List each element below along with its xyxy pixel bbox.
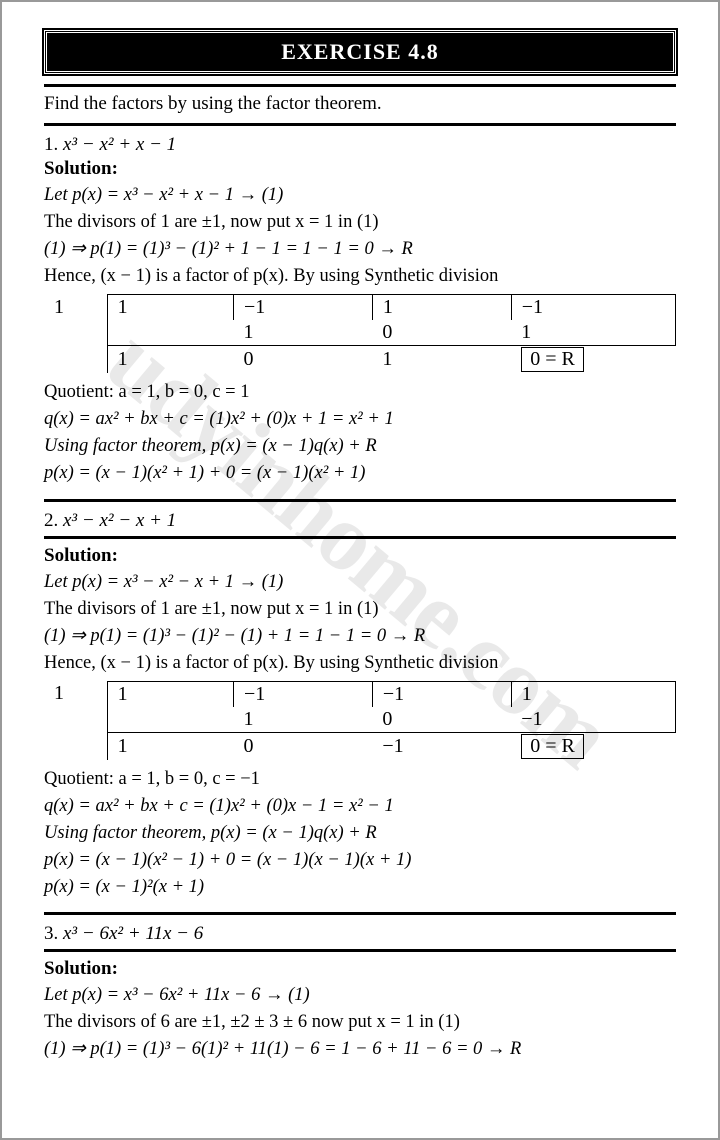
solution-line: p(x) = (x − 1)(x² − 1) + 0 = (x − 1)(x −… (44, 847, 676, 874)
rule (44, 123, 676, 126)
rule (44, 536, 676, 539)
rule (44, 949, 676, 952)
solution-line: Quotient: a = 1, b = 0, c = 1 (44, 379, 676, 406)
synth-result-box: 0 = R (521, 734, 584, 759)
synth-cell: −1 (233, 681, 372, 707)
synth-cell: 1 (107, 732, 233, 760)
synth-cell (107, 707, 233, 733)
synth-cell: 1 (372, 345, 511, 373)
synth-cell: −1 (372, 732, 511, 760)
synth-cell: −1 (233, 294, 372, 320)
solution-line: Hence, (x − 1) is a factor of p(x). By u… (44, 650, 676, 677)
solution-label: Solution: (44, 156, 676, 182)
problem-3-title: 3. x³ − 6x² + 11x − 6 (44, 919, 676, 945)
synth-cell: 1 (511, 681, 675, 707)
synth-root: 1 (44, 681, 107, 707)
synth-cell: 1 (233, 320, 372, 346)
synth-result-box: 0 = R (521, 347, 584, 372)
solution-line: The divisors of 1 are ±1, now put x = 1 … (44, 209, 676, 236)
synth-cell: 0 (372, 320, 511, 346)
synth-cell: 1 (372, 294, 511, 320)
synth-cell: 0 (372, 707, 511, 733)
synth-cell: −1 (511, 707, 675, 733)
rule (44, 912, 676, 915)
problem-number: 2. (44, 510, 58, 531)
synth-cell (107, 320, 233, 346)
synth-cell: 1 (107, 681, 233, 707)
rule (44, 84, 676, 87)
solution-line: (1) ⇒ p(1) = (1)³ − 6(1)² + 11(1) − 6 = … (44, 1036, 676, 1063)
synth-cell: 0 (233, 732, 372, 760)
problem-number: 1. (44, 134, 58, 155)
synth-cell: −1 (372, 681, 511, 707)
solution-label: Solution: (44, 543, 676, 569)
solution-line: The divisors of 1 are ±1, now put x = 1 … (44, 596, 676, 623)
solution-line: (1) ⇒ p(1) = (1)³ − (1)² + 1 − 1 = 1 − 1… (44, 236, 676, 263)
synth-root: 1 (44, 294, 107, 320)
problem-expression: x³ − x² + x − 1 (63, 134, 176, 155)
synth-result: 0 = R (511, 732, 675, 760)
solution-line: The divisors of 6 are ±1, ±2 ± 3 ± 6 now… (44, 1009, 676, 1036)
synth-cell: 0 (233, 345, 372, 373)
synth-cell: −1 (511, 294, 675, 320)
problem-expression: x³ − 6x² + 11x − 6 (63, 923, 203, 944)
solution-line: Using factor theorem, p(x) = (x − 1)q(x)… (44, 433, 676, 460)
instruction-text: Find the factors by using the factor the… (44, 91, 676, 119)
solution-line: Let p(x) = x³ − x² + x − 1 → (1) (44, 182, 676, 209)
solution-line: q(x) = ax² + bx + c = (1)x² + (0)x − 1 =… (44, 793, 676, 820)
synth-cell: 1 (107, 294, 233, 320)
synth-cell: 1 (233, 707, 372, 733)
solution-line: (1) ⇒ p(1) = (1)³ − (1)² − (1) + 1 = 1 −… (44, 623, 676, 650)
synth-cell: 1 (107, 345, 233, 373)
solution-line: Hence, (x − 1) is a factor of p(x). By u… (44, 263, 676, 290)
problem-1-title: 1. x³ − x² + x − 1 (44, 130, 676, 156)
problem-number: 3. (44, 923, 58, 944)
solution-line: p(x) = (x − 1)(x² + 1) + 0 = (x − 1)(x² … (44, 460, 676, 487)
synthetic-division-table: 1 1 −1 1 −1 1 0 1 1 0 1 0 = R (44, 294, 676, 373)
solution-line: p(x) = (x − 1)²(x + 1) (44, 874, 676, 901)
solution-line: Using factor theorem, p(x) = (x − 1)q(x)… (44, 820, 676, 847)
solution-line: Let p(x) = x³ − x² − x + 1 → (1) (44, 569, 676, 596)
solution-line: Quotient: a = 1, b = 0, c = −1 (44, 766, 676, 793)
problem-expression: x³ − x² − x + 1 (63, 510, 176, 531)
solution-line: q(x) = ax² + bx + c = (1)x² + (0)x + 1 =… (44, 406, 676, 433)
exercise-header: EXERCISE 4.8 (44, 30, 676, 74)
solution-label: Solution: (44, 956, 676, 982)
rule (44, 499, 676, 502)
synthetic-division-table: 1 1 −1 −1 1 1 0 −1 1 0 −1 0 = R (44, 681, 676, 760)
synth-cell: 1 (511, 320, 675, 346)
page-content: EXERCISE 4.8 Find the factors by using t… (44, 30, 676, 1063)
solution-line: Let p(x) = x³ − 6x² + 11x − 6 → (1) (44, 982, 676, 1009)
synth-result: 0 = R (511, 345, 675, 373)
problem-2-title: 2. x³ − x² − x + 1 (44, 506, 676, 532)
